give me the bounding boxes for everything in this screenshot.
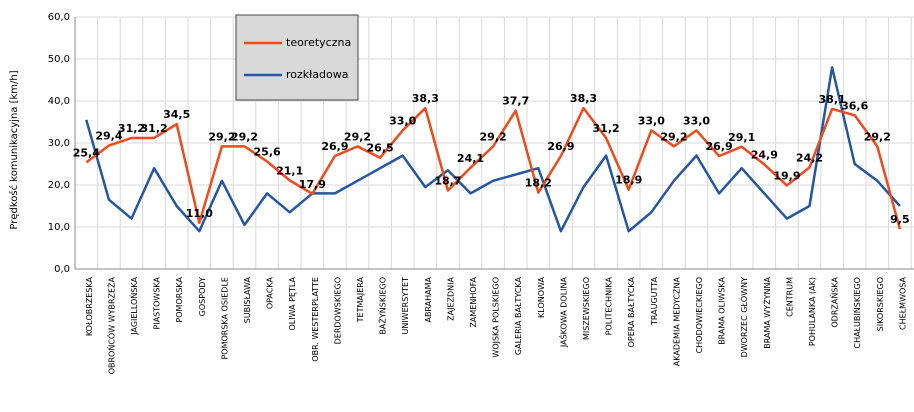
x-tick-label: OPACKA [266, 276, 275, 309]
data-label: 18,7 [434, 174, 461, 187]
data-label: 29,2 [231, 130, 258, 143]
data-label: 24,9 [751, 148, 778, 161]
data-label: 33,0 [683, 114, 710, 127]
x-tick-label: DERDOWSKIEGO [333, 277, 342, 344]
series-line [85, 66, 901, 233]
data-label: 38,3 [570, 92, 597, 105]
series-line [85, 106, 902, 230]
x-tick-label: OPERA BAŁTYCKA [627, 276, 636, 347]
x-tick-label: ABRAHAMA [424, 276, 433, 322]
x-tick-label: CENTRUM [785, 277, 794, 317]
data-label: 29,4 [95, 130, 122, 143]
x-tick-label: BAŻYŃSKIEGO [377, 277, 388, 335]
data-label: 26,5 [367, 142, 394, 155]
x-tick-label: POLITECHNIKA [605, 276, 614, 335]
x-tick-label: CHEŁMWOSA [898, 276, 907, 329]
data-label: 33,0 [389, 114, 416, 127]
x-tick-label: TETMAJERA [356, 276, 365, 323]
x-tick-label: ZAJEZDNIA [446, 276, 455, 320]
y-tick-label: 30,0 [48, 138, 70, 149]
data-label: 29,2 [480, 130, 507, 143]
y-tick-label: 50,0 [48, 54, 70, 65]
x-tick-label: BRAMA WYŻYNNA [762, 276, 772, 348]
data-label: 38,3 [412, 92, 439, 105]
x-tick-label: JAŚKOWA DOLINA [557, 276, 568, 348]
x-tick-label: GOSPODY [198, 277, 207, 316]
x-tick-label: GALERIA BAŁTYCKA [514, 276, 523, 355]
data-label: 31,2 [593, 122, 620, 135]
x-tick-label: POMORSKA [175, 276, 184, 322]
x-tick-label: SIKORSKIEGO [876, 277, 885, 331]
data-label: 26,9 [547, 140, 574, 153]
data-label: 25,4 [73, 146, 100, 159]
x-tick-label: KOŁOBRZESKA [85, 276, 94, 336]
x-tick-label: AKADEMIA MEDYCZNA [672, 276, 681, 366]
data-label: 25,6 [254, 145, 281, 158]
x-tick-label: OLIWA PĘTLA [288, 276, 297, 330]
legend-label: teoretyczna [286, 36, 351, 49]
x-tick-label: CHAŁUBIŃSKIEGO [851, 277, 862, 349]
data-label: 37,7 [502, 95, 529, 108]
data-label: 29,2 [208, 130, 235, 143]
data-label: 21,1 [276, 164, 303, 177]
legend-box [235, 14, 359, 101]
x-tick-label: UNIWERSYTET [401, 277, 410, 335]
data-label: 29,1 [728, 131, 755, 144]
x-tick-label: JAGIELLOŃSKA [128, 276, 139, 335]
data-label: 19,9 [773, 169, 800, 182]
data-label: 18,2 [525, 177, 552, 190]
y-axis-title: Prędkość komunikacyjna [km/h] [8, 70, 20, 229]
x-tick-label: MISZEWSKIEGO [582, 277, 591, 340]
x-tick-label: TRAUGUTTA [650, 276, 659, 326]
y-tick-label: 40,0 [48, 96, 70, 107]
data-label: 29,2 [864, 130, 891, 143]
x-tick-label: OBR. WESTERPLATTE [311, 277, 320, 362]
data-label: 26,9 [321, 140, 348, 153]
legend: teoretyczna rozkładowa [235, 14, 359, 101]
y-tick-label: 20,0 [48, 180, 70, 191]
data-label: 24,1 [457, 152, 484, 165]
data-label: 31,2 [141, 122, 168, 135]
x-tick-label: POHULANKA (AK) [808, 277, 817, 346]
data-label: 11,0 [186, 207, 213, 220]
x-tick-label: DWORZEC GŁÓWNY [738, 277, 749, 357]
x-tick-label: POMORSKA OSIEDLE [220, 277, 229, 360]
x-tick-label: WOJSKA POLSKIEGO [492, 277, 501, 358]
data-label: 18,9 [615, 174, 642, 187]
x-tick-label: BRAMA OLIWSKA [718, 276, 727, 344]
legend-label: rozkładowa [286, 68, 348, 81]
data-label: 29,2 [344, 130, 371, 143]
y-tick-label: 10,0 [48, 222, 70, 233]
x-tick-label: ZAMENHOFA [469, 276, 478, 327]
y-tick-label: 60,0 [48, 12, 70, 23]
data-label: 29,2 [660, 130, 687, 143]
x-tick-label: CHODOWIECKIEGO [695, 277, 704, 353]
x-tick-label: SUBISŁAWA [243, 276, 252, 323]
data-label: 24,2 [796, 151, 823, 164]
data-label: 17,9 [299, 178, 326, 191]
x-tick-label: OBROŃCÓW WYBRZEŻA [105, 276, 116, 374]
x-tick-label: KLONOWA [537, 276, 546, 317]
data-label: 34,5 [163, 108, 190, 121]
data-label: 33,0 [638, 114, 665, 127]
data-label: 38,1 [819, 93, 846, 106]
data-label: 31,2 [118, 122, 145, 135]
x-tick-label: PIASTOWSKA [153, 276, 162, 329]
x-tick-label: ODRZAŃSKA [829, 276, 840, 327]
data-label: 9,5 [890, 213, 910, 226]
data-label: 36,6 [841, 99, 868, 112]
y-tick-label: 0,0 [54, 264, 70, 275]
data-label: 26,9 [706, 140, 733, 153]
